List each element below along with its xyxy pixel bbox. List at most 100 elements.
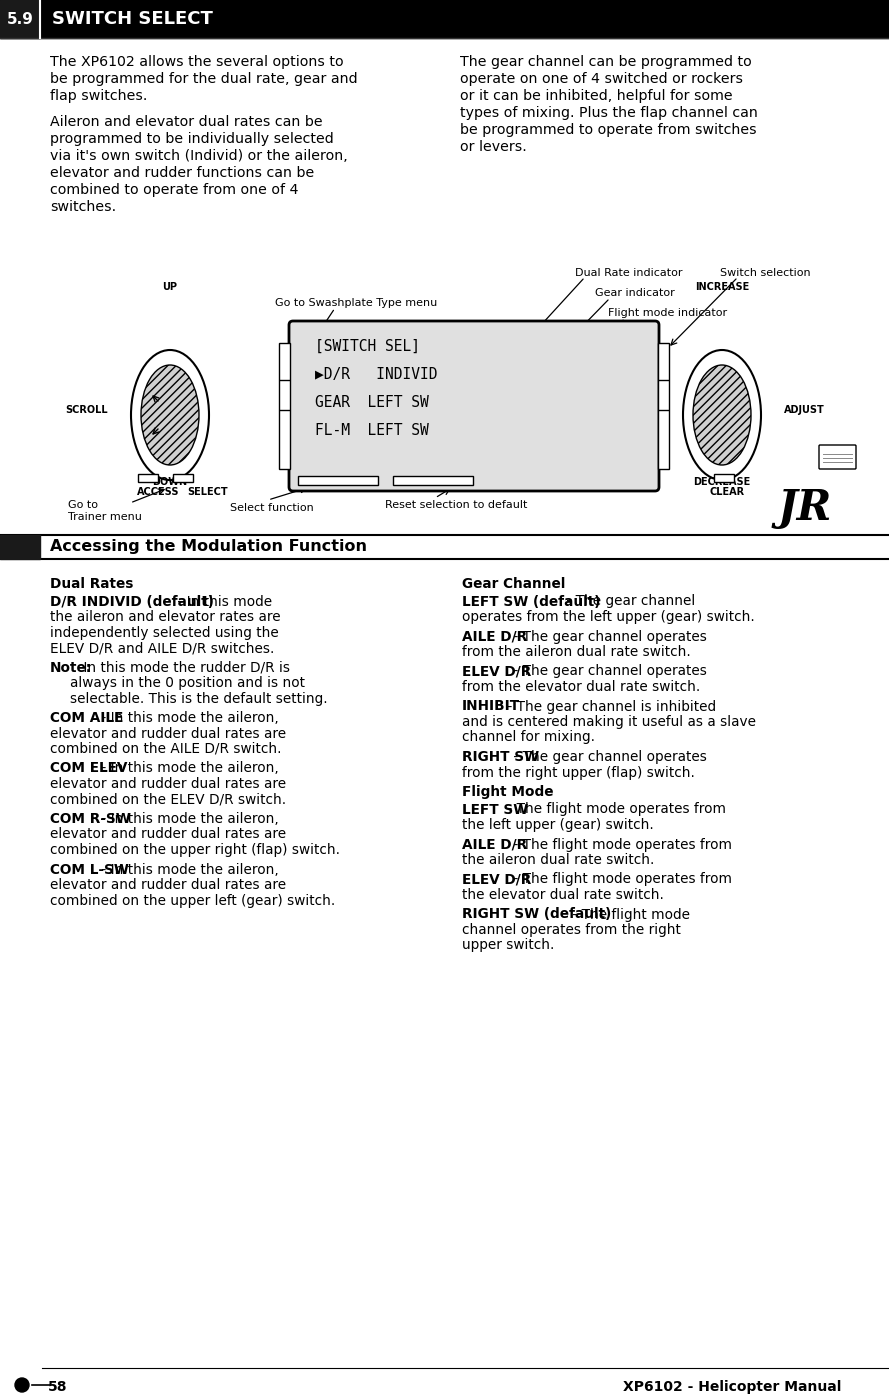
- FancyBboxPatch shape: [819, 445, 856, 468]
- Text: or levers.: or levers.: [460, 140, 527, 154]
- Text: XP6102 - Helicopter Manual: XP6102 - Helicopter Manual: [622, 1380, 841, 1394]
- Text: the aileron dual rate switch.: the aileron dual rate switch.: [462, 853, 654, 867]
- Text: Note:: Note:: [50, 660, 92, 674]
- Text: from the right upper (flap) switch.: from the right upper (flap) switch.: [462, 766, 695, 780]
- Text: and is centered making it useful as a slave: and is centered making it useful as a sl…: [462, 714, 756, 728]
- Text: UP: UP: [163, 282, 178, 292]
- Text: LEFT SW: LEFT SW: [462, 802, 528, 816]
- Text: GEAR  LEFT SW: GEAR LEFT SW: [315, 396, 428, 410]
- Text: from the aileron dual rate switch.: from the aileron dual rate switch.: [462, 644, 691, 658]
- Text: FL-M  LEFT SW: FL-M LEFT SW: [315, 424, 428, 438]
- Text: The XP6102 allows the several options to: The XP6102 allows the several options to: [50, 55, 344, 69]
- Text: JR: JR: [778, 487, 832, 528]
- Text: - The flight mode operates from: - The flight mode operates from: [509, 872, 732, 886]
- Bar: [138, 474, 158, 482]
- Text: SELECT: SELECT: [188, 487, 228, 498]
- Text: elevator and rudder functions can be: elevator and rudder functions can be: [50, 166, 314, 180]
- FancyBboxPatch shape: [289, 322, 659, 491]
- Text: combined on the AILE D/R switch.: combined on the AILE D/R switch.: [50, 742, 282, 756]
- Text: - The flight mode: - The flight mode: [568, 907, 690, 921]
- Text: Flight Mode: Flight Mode: [462, 786, 554, 800]
- Text: - The gear channel is inhibited: - The gear channel is inhibited: [503, 699, 717, 713]
- Text: 58: 58: [48, 1380, 68, 1394]
- Text: INHIBIT: INHIBIT: [462, 699, 520, 713]
- Bar: [0, 0, 40, 38]
- Ellipse shape: [141, 365, 199, 466]
- Text: - The gear channel operates: - The gear channel operates: [509, 749, 707, 763]
- Text: from the elevator dual rate switch.: from the elevator dual rate switch.: [462, 679, 701, 693]
- Text: INCREASE: INCREASE: [695, 282, 749, 292]
- Text: RIGHT SW (default): RIGHT SW (default): [462, 907, 612, 921]
- Text: operates from the left upper (gear) switch.: operates from the left upper (gear) swit…: [462, 610, 755, 624]
- Text: Dual Rate indicator: Dual Rate indicator: [575, 268, 683, 278]
- Text: - In this mode: - In this mode: [173, 594, 273, 608]
- Text: Reset selection to default: Reset selection to default: [385, 500, 527, 510]
- Text: Gear Channel: Gear Channel: [462, 577, 565, 591]
- Text: channel for mixing.: channel for mixing.: [462, 731, 595, 745]
- Text: ELEV D/R: ELEV D/R: [462, 664, 532, 678]
- Text: combined on the upper right (flap) switch.: combined on the upper right (flap) switc…: [50, 843, 340, 857]
- Text: D/R INDIVID (default): D/R INDIVID (default): [50, 594, 214, 608]
- Text: ACCESS: ACCESS: [137, 487, 180, 498]
- Text: elevator and rudder dual rates are: elevator and rudder dual rates are: [50, 777, 286, 791]
- Text: combined to operate from one of 4: combined to operate from one of 4: [50, 183, 299, 197]
- Text: switches.: switches.: [50, 200, 116, 214]
- Text: - The flight mode operates from: - The flight mode operates from: [503, 802, 726, 816]
- Text: - In this mode the aileron,: - In this mode the aileron,: [97, 863, 279, 877]
- Text: Go to: Go to: [68, 500, 98, 510]
- Circle shape: [15, 1378, 29, 1392]
- Text: be programmed to operate from switches: be programmed to operate from switches: [460, 123, 757, 137]
- Bar: [714, 474, 734, 482]
- Text: always in the 0 position and is not: always in the 0 position and is not: [70, 677, 305, 691]
- Text: combined on the ELEV D/R switch.: combined on the ELEV D/R switch.: [50, 793, 286, 807]
- Text: 5.9: 5.9: [6, 11, 34, 27]
- Text: - The gear channel operates: - The gear channel operates: [509, 664, 707, 678]
- Text: selectable. This is the default setting.: selectable. This is the default setting.: [70, 692, 328, 706]
- Text: ADJUST: ADJUST: [784, 405, 825, 415]
- Text: Dual Rates: Dual Rates: [50, 577, 133, 591]
- Text: the elevator dual rate switch.: the elevator dual rate switch.: [462, 888, 664, 902]
- Text: AILE D/R: AILE D/R: [462, 837, 527, 851]
- Ellipse shape: [693, 365, 751, 466]
- Text: - In this mode the aileron,: - In this mode the aileron,: [97, 762, 279, 776]
- Text: Flight mode indicator: Flight mode indicator: [608, 308, 727, 317]
- Text: the aileron and elevator rates are: the aileron and elevator rates are: [50, 610, 281, 624]
- Text: Go to Swashplate Type menu: Go to Swashplate Type menu: [275, 298, 437, 308]
- Bar: [279, 343, 290, 468]
- Text: COM AILE: COM AILE: [50, 712, 124, 726]
- Text: - In this mode the aileron,: - In this mode the aileron,: [97, 812, 279, 826]
- Bar: [298, 475, 378, 485]
- Text: COM ELEV: COM ELEV: [50, 762, 127, 776]
- Text: LEFT SW (default): LEFT SW (default): [462, 594, 600, 608]
- Text: Trainer menu: Trainer menu: [68, 512, 142, 521]
- Text: via it's own switch (Individ) or the aileron,: via it's own switch (Individ) or the ail…: [50, 150, 348, 164]
- Text: Gear indicator: Gear indicator: [595, 288, 675, 298]
- Text: upper switch.: upper switch.: [462, 938, 555, 952]
- Text: Accessing the Modulation Function: Accessing the Modulation Function: [50, 540, 367, 555]
- Text: be programmed for the dual rate, gear and: be programmed for the dual rate, gear an…: [50, 73, 357, 87]
- Text: DOWN: DOWN: [152, 477, 188, 487]
- Bar: [393, 475, 473, 485]
- Text: combined on the upper left (gear) switch.: combined on the upper left (gear) switch…: [50, 893, 335, 907]
- Text: SWITCH SELECT: SWITCH SELECT: [52, 10, 212, 28]
- Text: or it can be inhibited, helpful for some: or it can be inhibited, helpful for some: [460, 89, 733, 103]
- Text: types of mixing. Plus the flap channel can: types of mixing. Plus the flap channel c…: [460, 106, 758, 120]
- Text: - The gear channel: - The gear channel: [562, 594, 695, 608]
- Bar: [658, 343, 669, 468]
- Text: operate on one of 4 switched or rockers: operate on one of 4 switched or rockers: [460, 73, 743, 87]
- Text: channel operates from the right: channel operates from the right: [462, 923, 681, 937]
- Text: In this mode the rudder D/R is: In this mode the rudder D/R is: [79, 660, 291, 674]
- Text: - In this mode the aileron,: - In this mode the aileron,: [97, 712, 279, 726]
- Text: independently selected using the: independently selected using the: [50, 625, 279, 639]
- Bar: [0, 535, 40, 559]
- Text: ▶D/R   INDIVID: ▶D/R INDIVID: [315, 368, 437, 382]
- Text: The gear channel can be programmed to: The gear channel can be programmed to: [460, 55, 752, 69]
- Text: Select function: Select function: [230, 503, 314, 513]
- Text: flap switches.: flap switches.: [50, 89, 148, 103]
- Text: AILE D/R: AILE D/R: [462, 629, 527, 643]
- Text: - The flight mode operates from: - The flight mode operates from: [509, 837, 732, 851]
- Text: elevator and rudder dual rates are: elevator and rudder dual rates are: [50, 878, 286, 892]
- Bar: [173, 474, 193, 482]
- Text: RIGHT SW: RIGHT SW: [462, 749, 539, 763]
- Text: ELEV D/R and AILE D/R switches.: ELEV D/R and AILE D/R switches.: [50, 642, 275, 656]
